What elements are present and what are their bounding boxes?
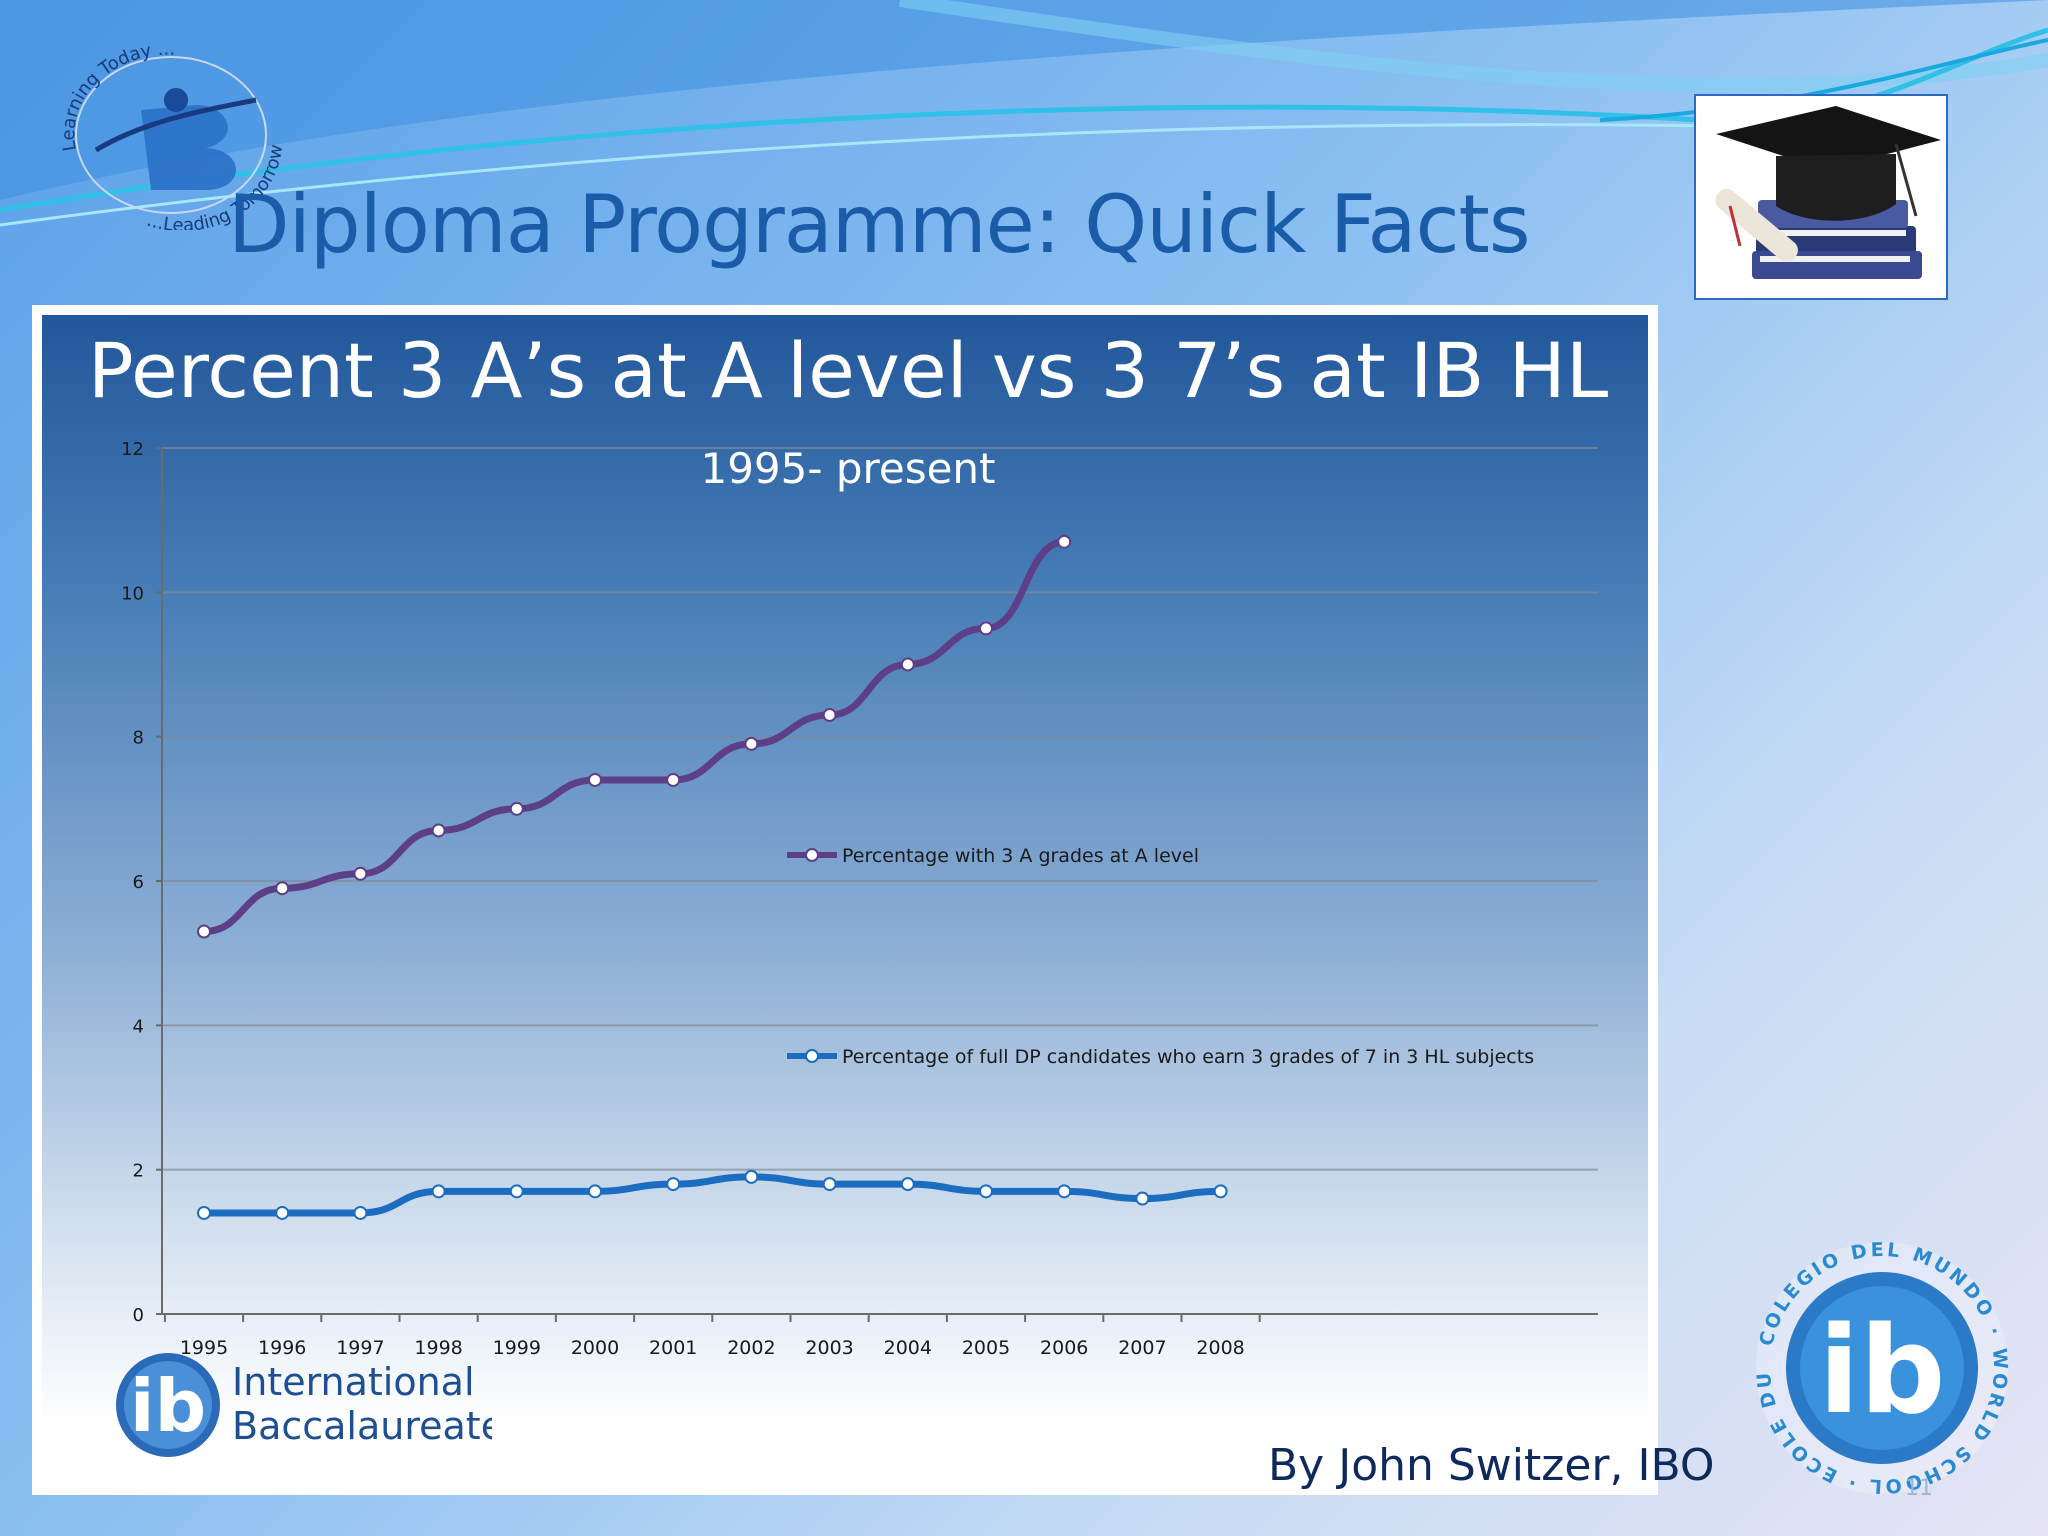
data-point-1 [666,772,681,787]
line-chart: Percent 3 A’s at A level vs 3 7’s at IB … [88,326,1608,1359]
graduation-cap-image [1694,94,1948,300]
data-point-1 [1057,534,1072,549]
x-tick-label: 1997 [336,1337,384,1359]
data-point-2 [197,1205,211,1220]
data-point-1 [197,924,211,939]
x-tick-label: 2004 [884,1337,932,1359]
seal-mark: ib [1818,1302,1945,1441]
data-point-2 [431,1184,446,1199]
chart-frame: Percent 3 A’s at A level vs 3 7’s at IB … [32,305,1658,1495]
x-tick-label: 2005 [962,1337,1010,1359]
y-tick-label: 8 [133,728,144,749]
data-point-2 [1057,1184,1072,1199]
data-point-2 [353,1205,368,1220]
x-tick-label: 2008 [1196,1337,1244,1359]
x-tick-label: 1998 [414,1337,462,1359]
data-point-1 [588,772,602,787]
legend-marker-2 [805,1049,819,1063]
x-tick-label: 1995 [180,1337,228,1359]
ib-logo-line2: Baccalaureate [232,1404,492,1448]
x-tick-label: 2001 [649,1337,697,1359]
data-point-1 [822,708,837,723]
ib-world-school-seal: COLEGIO DEL MUNDO · WORLD SCHOOL · ECOLE… [1748,1234,2009,1497]
data-point-2 [666,1177,681,1192]
ib-logo-mark: ib [130,1364,206,1448]
y-tick-label: 10 [121,583,144,604]
data-point-2 [822,1177,837,1192]
y-tick-label: 4 [133,1016,144,1037]
slide-title: Diploma Programme: Quick Facts [228,178,1531,271]
x-tick-label: 2002 [727,1337,775,1359]
data-point-1 [353,866,368,881]
author-credit: By John Switzer, IBO [1268,1440,1715,1491]
graduation-cap-icon [1715,106,1941,279]
chart-title: Percent 3 A’s at A level vs 3 7’s at IB … [88,326,1608,415]
data-point-1 [275,881,290,896]
y-tick-label: 2 [133,1161,144,1182]
y-tick-label: 12 [121,439,144,460]
x-tick-label: 1996 [258,1337,306,1359]
y-tick-label: 6 [133,872,144,893]
data-point-2 [509,1184,524,1199]
x-tick-label: 1999 [493,1337,541,1359]
chart-subtitle: 1995- present [700,444,995,493]
chart-panel: Percent 3 A’s at A level vs 3 7’s at IB … [42,315,1648,1485]
x-tick-label: 2003 [805,1337,853,1359]
data-point-1 [509,801,524,816]
legend-marker-1 [805,848,819,862]
ib-logo: ib International Baccalaureate [116,1353,492,1457]
data-point-2 [275,1205,290,1220]
data-point-1 [744,736,759,751]
school-logo: Learning Today ... ...Leading Tomorrow [58,40,286,230]
x-tick-label: 2007 [1118,1337,1166,1359]
data-point-1 [979,621,993,636]
page-number: 11 [1905,1476,1933,1501]
data-point-2 [979,1184,993,1199]
x-tick-label: 2000 [571,1337,619,1359]
data-point-1 [431,823,446,838]
legend-label-1: Percentage with 3 A grades at A level [842,845,1199,867]
data-point-2 [588,1184,602,1199]
data-point-1 [900,657,915,672]
legend-label-2: Percentage of full DP candidates who ear… [842,1046,1534,1068]
ib-logo-line1: International [232,1360,475,1404]
data-point-2 [900,1177,915,1192]
background-swoosh [0,0,2048,227]
y-tick-label: 0 [133,1305,144,1326]
data-point-2 [1213,1184,1228,1199]
series-line-1 [203,538,1065,936]
data-point-2 [1135,1191,1150,1206]
x-tick-label: 2006 [1040,1337,1088,1359]
data-point-2 [744,1169,759,1184]
